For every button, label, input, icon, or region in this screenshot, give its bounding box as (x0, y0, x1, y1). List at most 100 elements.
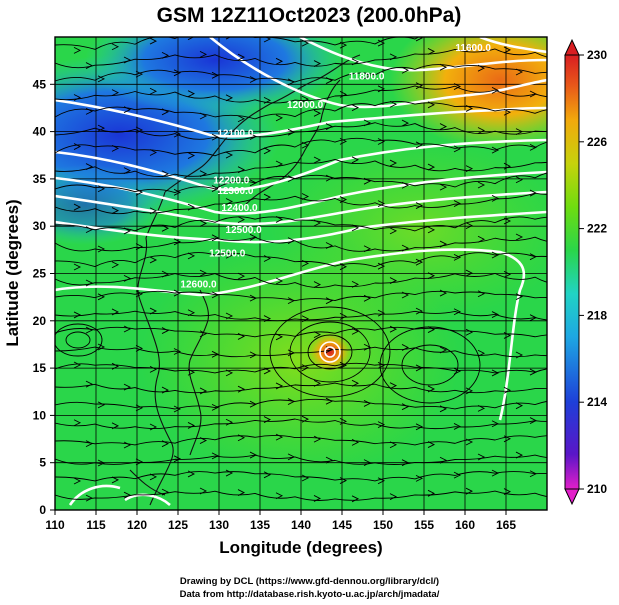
streamline-arrow (111, 43, 120, 51)
streamline-arrow (313, 219, 322, 227)
colorbar-tick-label: 218 (587, 308, 607, 322)
streamline-arrow (515, 351, 524, 359)
streamline-arrow (237, 333, 246, 340)
streamline (55, 454, 547, 465)
streamline-arrow (491, 420, 500, 428)
streamline-arrow (427, 101, 436, 109)
y-tick-label: 45 (33, 77, 47, 91)
streamline-arrow (351, 438, 360, 446)
streamline-arrow (187, 203, 196, 211)
streamline-arrow (135, 290, 144, 298)
streamline-arrow (275, 382, 284, 390)
streamline-arrow (135, 404, 144, 412)
streamline-arrow (465, 269, 474, 277)
streamline-arrow (123, 441, 132, 449)
streamline-arrow (275, 333, 284, 341)
streamline-arrow (339, 196, 348, 203)
credit-drawing: Drawing by DCL (https://www.gfd-dennou.o… (179, 576, 440, 587)
streamline-arrow (503, 217, 512, 225)
typhoon-warm-core (308, 332, 352, 372)
streamline-arrow (173, 405, 182, 413)
streamline-arrow (237, 166, 246, 174)
streamline-arrow (161, 224, 170, 232)
streamline-arrow (515, 233, 524, 241)
streamline-arrow (529, 143, 538, 151)
streamline-arrow (237, 385, 246, 393)
streamline-arrow (249, 400, 258, 408)
streamline-arrow (187, 37, 195, 41)
streamline-arrow (111, 89, 120, 97)
contour-label: 12200.0 (213, 176, 250, 187)
colorbar-min-triangle (564, 488, 580, 506)
streamline-arrow (173, 238, 182, 246)
contour-11600 (479, 37, 547, 54)
streamline-arrow (149, 87, 158, 95)
streamline-arrow (187, 152, 196, 159)
streamline-arrow (275, 216, 284, 223)
streamline-arrow (465, 105, 474, 112)
streamline-arrow (187, 422, 196, 429)
streamline-arrow (123, 325, 132, 333)
streamline-arrow (351, 156, 360, 164)
streamline-arrow (149, 365, 158, 373)
streamline-arrow (401, 181, 410, 189)
x-tick-label: 130 (209, 518, 229, 532)
streamline-arrow (339, 137, 348, 145)
streamline-arrow (491, 146, 500, 154)
streamline-arrow (313, 331, 322, 339)
streamline-arrow (377, 39, 386, 47)
streamline-arrow (275, 433, 284, 441)
streamline-arrow (161, 51, 170, 59)
streamline-arrow (363, 400, 372, 407)
streamline (55, 137, 547, 157)
cold-anomaly (85, 37, 345, 115)
streamline (55, 172, 547, 194)
streamline-arrow (439, 405, 448, 413)
coastline-philippines (188, 289, 209, 456)
streamline-arrow (287, 175, 296, 183)
streamline-arrow (389, 159, 398, 167)
streamline-arrow (389, 100, 398, 108)
streamline-arrow (427, 326, 436, 333)
streamline-arrow (199, 330, 208, 338)
warm-field-patch (270, 140, 547, 320)
streamline-arrow (199, 50, 208, 58)
streamline-arrow (85, 107, 94, 115)
streamline-arrow (73, 311, 82, 319)
streamline-arrow (249, 179, 258, 187)
streamline-arrow (439, 183, 448, 191)
streamline-arrow (377, 85, 386, 93)
streamline-arrow (415, 423, 424, 431)
streamline-arrow (85, 440, 94, 448)
streamline-arrow (491, 469, 500, 477)
contour-12600 (68, 484, 121, 506)
streamline (55, 398, 547, 410)
streamline-arrow (301, 259, 310, 267)
streamline-arrow (173, 289, 182, 297)
streamline-arrow (225, 198, 234, 205)
streamline-arrow (85, 380, 94, 388)
streamline-arrow (123, 227, 132, 235)
streamline-arrow (389, 441, 398, 449)
streamline-arrow (339, 41, 348, 49)
streamline-arrow (401, 344, 410, 351)
streamline-arrow (339, 312, 348, 320)
streamline-arrow (363, 459, 372, 467)
streamline-arrow (199, 170, 208, 178)
streamline-arrow (85, 226, 94, 233)
cyclonic-vortices (55, 306, 481, 404)
chart-title: GSM 12Z11Oct2023 (200.0hPa) (157, 4, 462, 27)
streamline-arrow (477, 404, 486, 412)
streamline-arrow (249, 294, 258, 302)
streamline-arrow (287, 128, 296, 136)
streamline-arrow (73, 143, 82, 150)
contour-12300 (55, 190, 547, 226)
streamline-arrow (415, 37, 424, 42)
streamline-arrow (439, 240, 448, 248)
streamline-arrow (427, 48, 436, 55)
streamline-arrow (427, 385, 436, 393)
coastlines (129, 54, 361, 506)
streamline (55, 64, 547, 83)
x-axis-ticks: 110 115 120 125 130 135 140 145 150 155 160 165 (45, 510, 516, 532)
